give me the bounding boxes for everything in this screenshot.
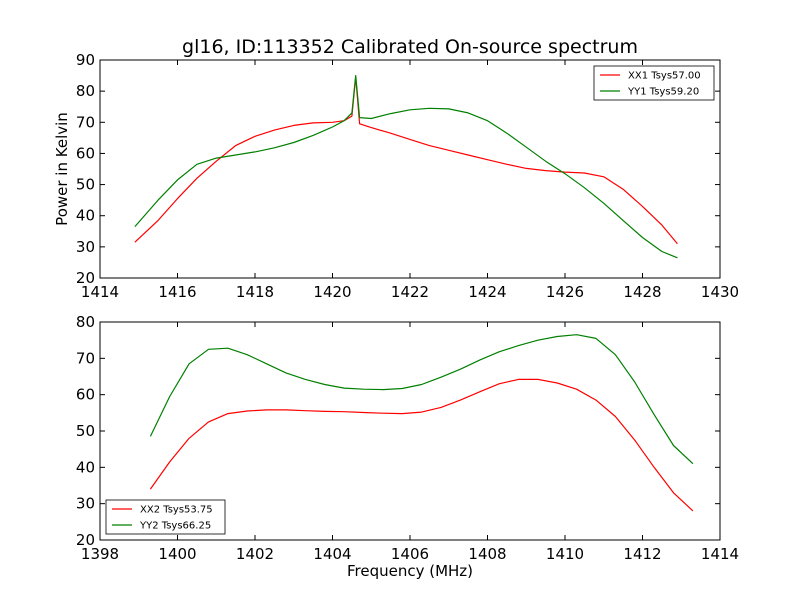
y-axis-label: Power in Kelvin: [53, 112, 71, 226]
x-tick-label: 1426: [546, 283, 584, 301]
x-tick-label: 1408: [468, 545, 506, 563]
y-tick-label: 70: [76, 349, 95, 367]
x-axis-label: Frequency (MHz): [347, 562, 473, 580]
y-tick-label: 60: [76, 144, 95, 162]
bottom-panel: 1398 1400 1402 1404 1406 1408 1410 1412 1414 20 30…: [76, 313, 739, 580]
x-tick-label: 1418: [236, 283, 274, 301]
y-tick-label: 50: [76, 422, 95, 440]
series-line-2: [134, 74, 678, 259]
series-line-1: [134, 76, 678, 245]
y-tick-label: 30: [76, 495, 95, 513]
x-tick-label: 1416: [158, 283, 196, 301]
series-line-1: [149, 378, 694, 512]
legend-label: YY1 Tsys59.20: [627, 87, 699, 98]
x-tick-label: 1414: [81, 283, 119, 301]
y-tick-label: 40: [76, 458, 95, 476]
legend-label: XX1 Tsys57.00: [628, 71, 701, 82]
x-tick-label: 1412: [623, 545, 661, 563]
x-tick-label: 1430: [701, 283, 739, 301]
x-tick-label: 1428: [623, 283, 661, 301]
x-tick-label: 1406: [391, 545, 429, 563]
x-tick-label: 1424: [468, 283, 506, 301]
x-tick-label: 1402: [236, 545, 274, 563]
y-tick-label: 80: [76, 82, 95, 100]
chart-title: gl16, ID:113352 Calibrated On-source spe…: [182, 36, 638, 58]
legend-label: YY2 Tsys66.25: [139, 521, 211, 532]
x-tick-label: 1420: [313, 283, 351, 301]
y-tick-label: 50: [76, 176, 95, 194]
legend-label: XX2 Tsys53.75: [140, 505, 213, 516]
x-tick-label: 1400: [158, 545, 196, 563]
y-tick-label: 20: [76, 269, 95, 287]
y-tick-label: 60: [76, 386, 95, 404]
x-tick-label: 1410: [546, 545, 584, 563]
x-tick-label: 1414: [701, 545, 739, 563]
y-tick-label: 80: [76, 313, 95, 331]
legend-box: [593, 65, 715, 101]
top-panel: 1414 1416 1418 1420 1422 1424 1426 1428 1430 20 30…: [53, 51, 739, 301]
y-tick-label: 30: [76, 238, 95, 256]
series-line-2: [149, 334, 694, 465]
x-tick-label: 1422: [391, 283, 429, 301]
y-tick-label: 40: [76, 207, 95, 225]
x-tick-label: 1404: [313, 545, 351, 563]
legend-box: [105, 499, 226, 535]
y-tick-label: 70: [76, 113, 95, 131]
y-tick-label: 90: [76, 51, 95, 69]
y-tick-label: 20: [76, 531, 95, 549]
x-tick-label: 1398: [81, 545, 119, 563]
